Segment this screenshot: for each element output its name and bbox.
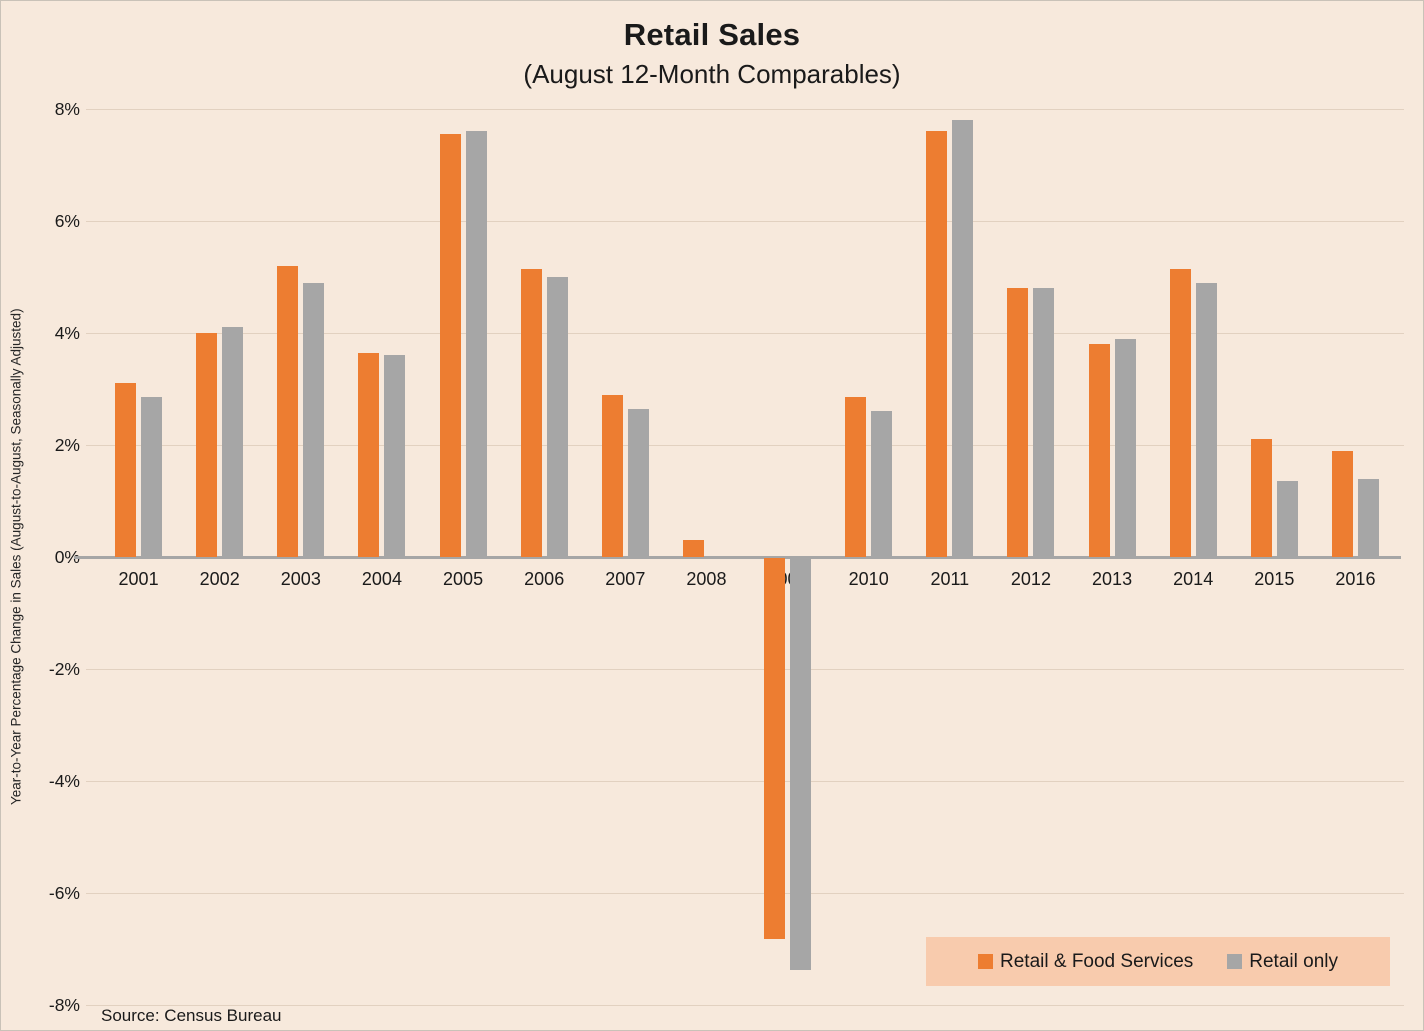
- bar-retail-food-services-2005: [439, 134, 461, 557]
- y-tick-label: -4%: [48, 771, 80, 791]
- gridline: [86, 333, 1404, 334]
- bar-retail-food-services-2004: [358, 352, 380, 557]
- x-tick-label: 2015: [1254, 569, 1295, 589]
- x-tick-label: 2011: [930, 569, 970, 589]
- x-tick-label: 2005: [443, 569, 484, 589]
- x-tick-label: 2012: [1010, 569, 1051, 589]
- bar-retail-food-services-2010: [845, 397, 867, 557]
- bar-retail-only-2006: [546, 277, 568, 557]
- y-tick-label: -2%: [48, 659, 80, 679]
- gridline: [86, 109, 1404, 110]
- legend-swatch-retail-food-services: [978, 954, 994, 969]
- bar-retail-food-services-2009: [764, 558, 786, 939]
- bar-retail-only-2003: [303, 282, 325, 557]
- legend: Retail & Food Services Retail only: [926, 937, 1390, 986]
- x-tick-label: 2010: [848, 569, 889, 589]
- bar-retail-only-2014: [1195, 282, 1217, 557]
- y-tick-label: 8%: [54, 99, 80, 119]
- gridline: [86, 781, 1404, 782]
- chart-title: Retail Sales: [623, 17, 801, 52]
- y-tick-label: 4%: [54, 323, 80, 343]
- chart-subtitle: (August 12-Month Comparables): [523, 59, 901, 89]
- x-tick-label: 2002: [199, 569, 240, 589]
- bar-retail-food-services-2002: [196, 333, 218, 557]
- bar-retail-food-services-2008: [682, 540, 704, 557]
- x-tick-label: 2013: [1092, 569, 1133, 589]
- bar-retail-only-2013: [1114, 338, 1136, 557]
- plot-area: 8% 6% 4% 2% 0% -2% -4% -6% -8% 2001 2002 2003 2004 20…: [49, 99, 1404, 1015]
- x-tick-label: 2008: [686, 569, 727, 589]
- bar-retail-only-2007: [627, 408, 649, 557]
- bar-retail-only-2010: [871, 411, 893, 557]
- legend-swatch-retail-only: [1227, 954, 1243, 969]
- bar-retail-only-2001: [141, 397, 163, 557]
- x-tick-label: 2007: [605, 569, 646, 589]
- bar-retail-only-2009: [790, 558, 812, 970]
- bar-retail-food-services-2001: [115, 383, 137, 557]
- bar-retail-food-services-2016: [1331, 450, 1353, 557]
- gridline: [86, 1005, 1404, 1006]
- bar-retail-only-2012: [1033, 288, 1055, 557]
- gridline: [86, 221, 1404, 222]
- bar-retail-only-2002: [222, 327, 244, 557]
- source-note: Source: Census Bureau: [101, 1006, 282, 1025]
- bar-retail-only-2016: [1357, 478, 1379, 557]
- bar-retail-food-services-2014: [1169, 268, 1191, 557]
- bar-retail-food-services-2003: [277, 265, 299, 557]
- chart-header: Retail Sales (August 12-Month Comparable…: [1, 17, 1423, 90]
- legend-label-retail-only: Retail only: [1249, 950, 1338, 972]
- bar-retail-food-services-2015: [1250, 439, 1272, 557]
- bar-retail-only-2011: [952, 120, 974, 557]
- bar-retail-food-services-2007: [601, 394, 623, 557]
- bar-retail-only-2005: [465, 131, 487, 557]
- x-tick-label: 2001: [118, 569, 159, 589]
- legend-label-retail-food-services: Retail & Food Services: [1000, 950, 1194, 972]
- x-tick-label: 2014: [1173, 569, 1214, 589]
- bar-retail-food-services-2006: [520, 268, 542, 557]
- y-tick-label: -6%: [48, 883, 80, 903]
- y-tick-label: 0%: [54, 547, 80, 567]
- y-tick-label: -8%: [48, 995, 80, 1015]
- legend-item-retail-food-services: Retail & Food Services: [978, 951, 1193, 973]
- x-axis-line: [74, 556, 1401, 559]
- gridline: [86, 893, 1404, 894]
- bar-retail-only-2015: [1276, 481, 1298, 557]
- y-tick-label: 2%: [54, 435, 80, 455]
- x-tick-label: 2009: [767, 569, 808, 589]
- legend-item-retail-only: Retail only: [1227, 951, 1338, 973]
- gridline: [86, 445, 1404, 446]
- bar-retail-food-services-2013: [1088, 344, 1110, 557]
- x-tick-label: 2016: [1335, 569, 1376, 589]
- bar-retail-food-services-2012: [1007, 288, 1029, 557]
- y-tick-label: 6%: [54, 211, 80, 231]
- x-tick-label: 2003: [280, 569, 321, 589]
- bar-retail-food-services-2011: [926, 131, 948, 557]
- bar-retail-only-2004: [384, 355, 406, 557]
- gridline: [86, 669, 1404, 670]
- x-tick-label: 2004: [361, 569, 402, 589]
- x-tick-label: 2006: [524, 569, 565, 589]
